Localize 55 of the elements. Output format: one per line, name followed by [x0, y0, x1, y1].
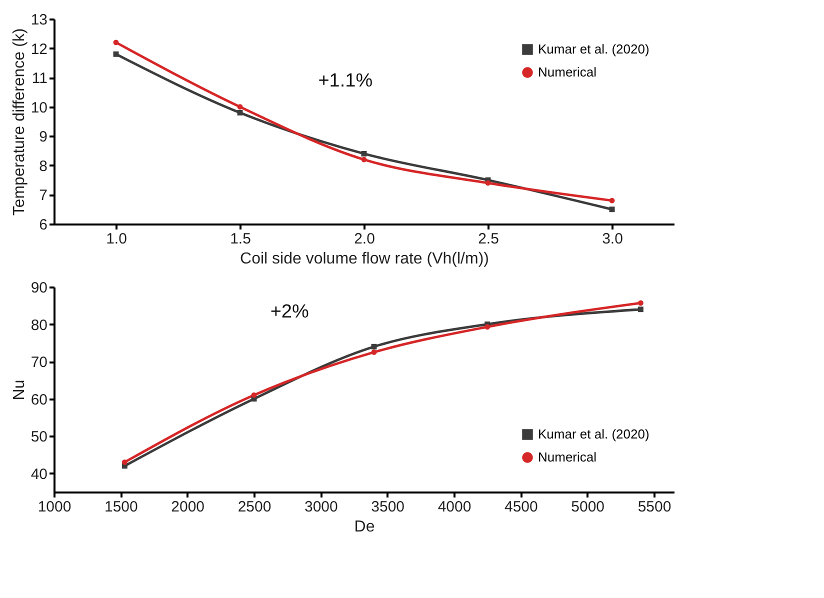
y-tick-label: 10 — [30, 99, 48, 116]
point — [122, 459, 128, 465]
y-tick-label: 80 — [30, 316, 48, 334]
y-tick-label: 40 — [30, 466, 48, 483]
point — [361, 156, 367, 162]
legend-label: Kumar et al. (2020) — [538, 426, 650, 442]
x-tick-label: 1.5 — [230, 230, 251, 248]
y-tick-label: 70 — [30, 354, 48, 372]
point — [609, 198, 615, 204]
point — [371, 344, 377, 350]
legend-label: Numerical — [538, 64, 597, 80]
x-axis-title: Coil side volume flow rate (Vh(l/m)) — [240, 250, 489, 268]
point — [237, 110, 243, 116]
x-tick-label: 5000 — [571, 498, 605, 516]
y-axis-title: Temperature difference (k) — [10, 28, 28, 216]
y-tick-label: 9 — [39, 128, 48, 146]
x-axis-title: De — [354, 518, 375, 536]
y-tick-label: 13 — [30, 12, 48, 28]
point — [113, 40, 119, 46]
legend-label: Numerical — [538, 450, 597, 464]
y-tick-label: 6 — [39, 216, 48, 234]
y-tick-label: 90 — [30, 280, 48, 296]
y-tick-label: 50 — [30, 428, 48, 446]
x-tick-label: 3500 — [371, 498, 405, 516]
y-tick-label: 11 — [32, 70, 48, 88]
x-tick-label: 3.0 — [602, 230, 623, 248]
point — [484, 324, 490, 330]
legend-label: Kumar et al. (2020) — [538, 42, 650, 56]
point — [638, 300, 644, 306]
annotation: +2% — [270, 302, 309, 323]
annotation: +1.1% — [318, 70, 373, 92]
y-tick-label: 60 — [30, 391, 48, 408]
y-tick-label: 8 — [39, 158, 48, 175]
x-tick-label: 4000 — [438, 498, 472, 516]
point — [485, 180, 491, 186]
x-tick-label: 3000 — [304, 498, 338, 516]
point — [371, 349, 377, 355]
point — [237, 104, 243, 110]
x-tick-label: 1.0 — [106, 230, 127, 248]
x-tick-label: 4500 — [504, 498, 538, 516]
point — [113, 51, 119, 57]
y-axis-title: Nu — [10, 380, 28, 400]
y-tick-label: 12 — [30, 40, 48, 58]
point — [638, 306, 644, 312]
x-tick-label: 2000 — [171, 498, 205, 516]
y-tick-label: 7 — [39, 187, 48, 204]
x-tick-label: 2.5 — [478, 230, 499, 248]
x-tick-label: 2500 — [238, 498, 272, 516]
x-tick-label: 1000 — [38, 498, 72, 516]
x-tick-label: 2.0 — [354, 230, 375, 248]
point — [361, 150, 367, 156]
point — [609, 206, 615, 212]
x-tick-label: 1500 — [104, 498, 138, 516]
x-tick-label: 5500 — [638, 498, 672, 516]
point — [251, 392, 257, 398]
